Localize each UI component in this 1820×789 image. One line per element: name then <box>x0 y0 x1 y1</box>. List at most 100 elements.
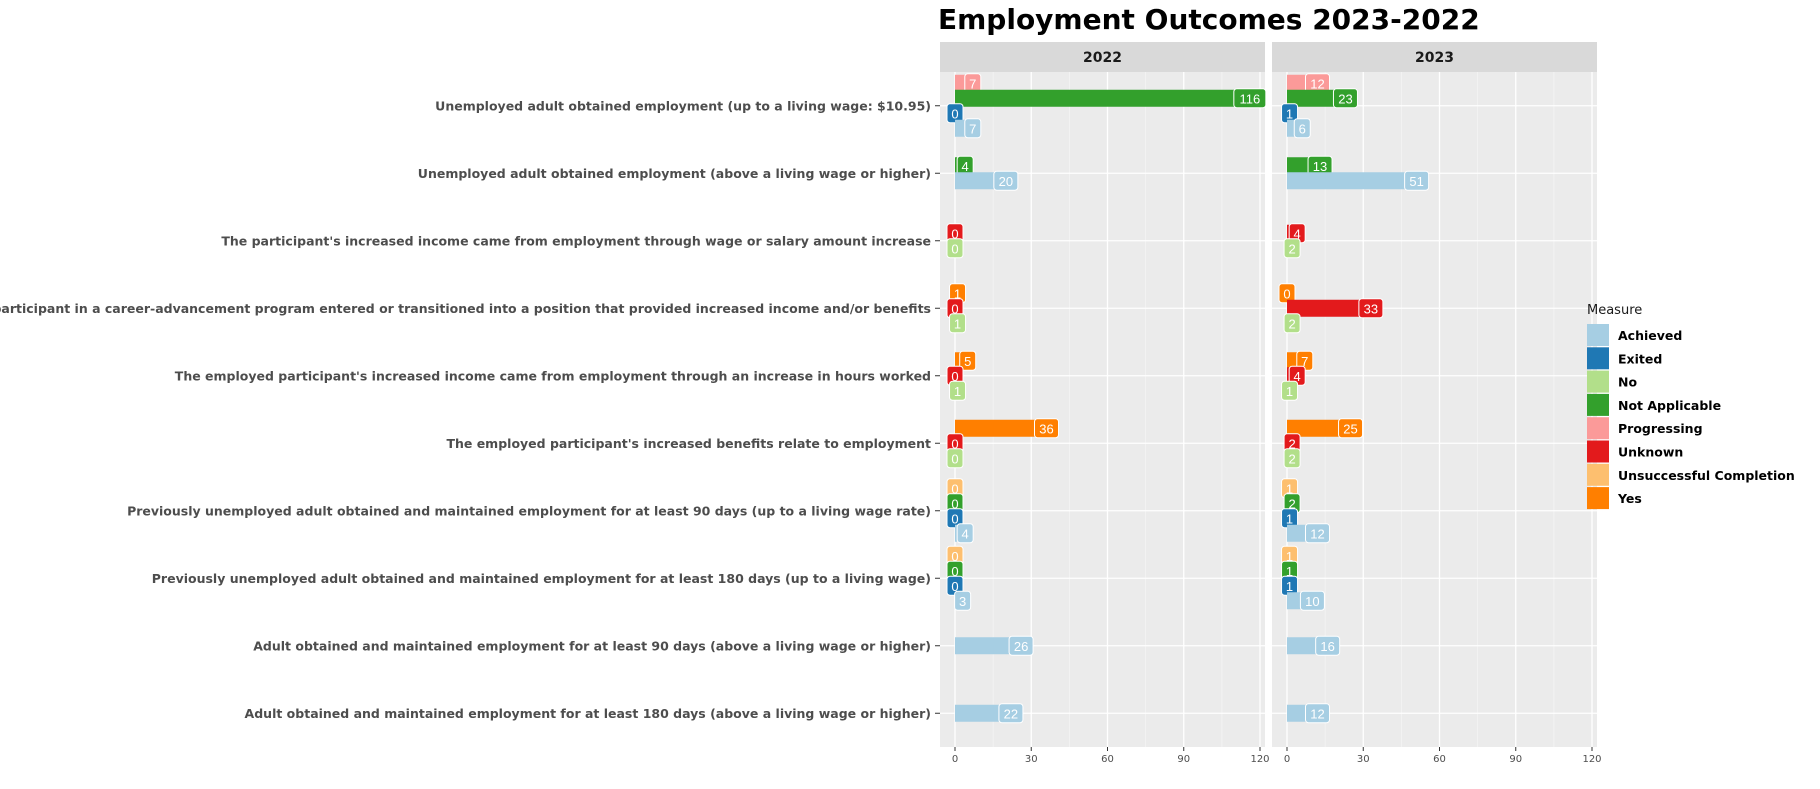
legend-label-not-applicable: Not Applicable <box>1618 398 1721 413</box>
legend-key-unknown <box>1587 440 1609 463</box>
bar-achieved <box>1287 172 1417 190</box>
bar-not-applicable <box>1287 89 1346 107</box>
data-label: 0 <box>951 481 958 496</box>
data-label-box <box>959 350 977 371</box>
data-label-box <box>1283 448 1301 469</box>
data-label-box <box>1008 635 1034 656</box>
legend-key-yes <box>1587 487 1609 510</box>
data-label: 51 <box>1409 174 1423 189</box>
data-label: 1 <box>1286 384 1293 399</box>
data-label: 116 <box>1239 91 1260 106</box>
data-label: 20 <box>999 174 1013 189</box>
bar-yes <box>955 419 1047 437</box>
bar-yes <box>1287 419 1351 437</box>
data-label-box <box>1358 298 1384 319</box>
data-label-box <box>964 118 982 139</box>
data-label: 1 <box>1286 579 1293 594</box>
data-label: 1 <box>1286 549 1293 564</box>
category-label: Adult obtained and maintained employment… <box>253 638 931 653</box>
data-label: 3 <box>959 594 966 609</box>
data-label-box <box>949 380 967 401</box>
bar-not-applicable <box>955 89 1250 107</box>
category-label: The participant's increased income came … <box>221 233 931 248</box>
data-label: 2 <box>1288 451 1295 466</box>
data-label-box <box>1283 238 1301 259</box>
bar-achieved <box>955 637 1022 655</box>
legend: Measure Achieved Exited No Not Applicable Pro… <box>1587 303 1795 510</box>
legend-label-exited: Exited <box>1618 351 1662 366</box>
data-label: 0 <box>951 369 958 384</box>
legend-key-not-applicable <box>1587 393 1609 416</box>
x-tick-label: 60 <box>1433 754 1446 765</box>
x-tick-label: 90 <box>1177 754 1190 765</box>
data-label: 25 <box>1343 421 1357 436</box>
data-label: 1 <box>1286 106 1293 121</box>
data-label: 1 <box>1286 481 1293 496</box>
data-label: 1 <box>954 384 961 399</box>
data-label: 0 <box>951 106 958 121</box>
panel-strip-label-2023: 2023 <box>1415 50 1454 66</box>
panel-strip-2023 <box>1272 42 1597 72</box>
legend-key-exited <box>1587 347 1609 370</box>
category-label: The employed participant's increased ben… <box>446 436 931 451</box>
data-label: 0 <box>951 436 958 451</box>
data-label-box <box>956 523 974 544</box>
legend-key-no <box>1587 370 1609 393</box>
legend-key-unsuccessful-completion <box>1587 463 1609 486</box>
data-label: 7 <box>969 121 976 136</box>
data-label: 16 <box>1320 639 1334 654</box>
panel-strip-2022 <box>940 42 1265 72</box>
data-label-box <box>1404 170 1430 191</box>
data-label: 0 <box>951 301 958 316</box>
data-label: 36 <box>1039 421 1053 436</box>
data-label: 0 <box>951 226 958 241</box>
data-label: 2 <box>1288 436 1295 451</box>
data-label: 1 <box>1286 564 1293 579</box>
data-label: 2 <box>1288 241 1295 256</box>
data-label: 1 <box>954 316 961 331</box>
data-label: 4 <box>962 526 969 541</box>
data-label: 1 <box>954 286 961 301</box>
data-label-box <box>954 590 972 611</box>
category-label: Unemployed adult obtained employment (up… <box>435 98 931 113</box>
data-label-box <box>1305 703 1330 724</box>
data-label: 0 <box>1283 286 1290 301</box>
data-label: 4 <box>1294 369 1301 384</box>
data-label: 6 <box>1299 121 1306 136</box>
bar-unknown <box>1287 299 1371 317</box>
data-label-box <box>1299 590 1325 611</box>
category-label: Previously unemployed adult obtained and… <box>127 503 931 518</box>
panel-strip-label-2022: 2022 <box>1083 50 1122 66</box>
bar-achieved <box>955 172 1006 190</box>
data-label-box <box>1293 118 1311 139</box>
category-label: Adult obtained and maintained employment… <box>245 706 931 721</box>
data-label-box <box>1305 523 1330 544</box>
data-label-box <box>1233 88 1267 109</box>
data-label: 0 <box>951 241 958 256</box>
data-label: 12 <box>1310 526 1324 541</box>
data-label: 22 <box>1004 706 1018 721</box>
legend-label-yes: Yes <box>1617 491 1642 506</box>
legend-key-progressing <box>1587 417 1609 440</box>
data-label: 5 <box>964 354 971 369</box>
x-tick-label: 30 <box>1357 754 1370 765</box>
data-label: 0 <box>951 496 958 511</box>
data-label-box <box>1315 635 1341 656</box>
data-label: 0 <box>951 451 958 466</box>
x-tick-label: 0 <box>1284 754 1290 765</box>
data-label: 23 <box>1338 91 1352 106</box>
category-label: The employed participant's increased inc… <box>175 368 931 383</box>
legend-label-unknown: Unknown <box>1618 445 1683 460</box>
x-tick-label: 120 <box>1582 754 1601 765</box>
x-tick-label: 120 <box>1250 754 1269 765</box>
x-tick-label: 60 <box>1101 754 1114 765</box>
data-label: 7 <box>1301 354 1308 369</box>
data-label: 0 <box>951 511 958 526</box>
bar-achieved <box>955 704 1011 722</box>
category-label: Unemployed adult obtained employment (ab… <box>418 166 931 181</box>
data-label-box <box>946 238 964 259</box>
data-label-box <box>1281 380 1299 401</box>
data-label-box <box>1034 418 1059 439</box>
